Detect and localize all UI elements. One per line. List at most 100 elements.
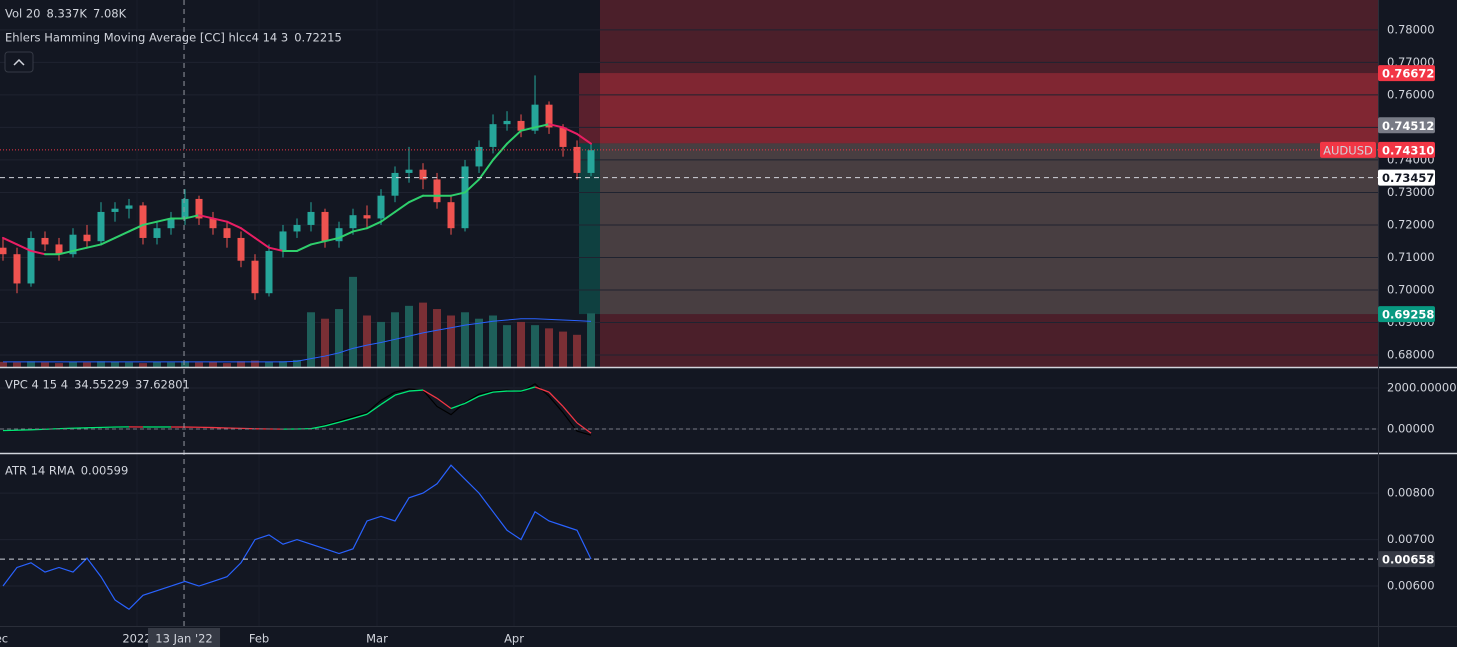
candle-body [139,205,147,238]
ma-segment [324,236,341,243]
ma-segment [310,240,327,246]
signal-segment [352,413,368,419]
crosshair-price-tag-bg [1378,169,1435,186]
y-tick-label: 0.78000 [1387,22,1435,36]
y-tick-label: 0.00600 [1387,579,1435,593]
ma-segment [548,123,565,129]
volume-bar [251,360,260,367]
ma-segment [576,132,593,145]
candle-body [405,169,413,173]
candle-body [167,218,175,229]
ma-segment [71,246,89,252]
signal-segment [450,402,466,410]
volume-bar [545,328,554,367]
volume-bar [26,361,35,367]
symbol-tag-bg [1320,141,1376,158]
volume-bar [195,362,204,367]
entry-tag-bg [1378,117,1435,134]
volume-legend: Vol 20 [5,7,41,21]
candle-body [517,120,525,131]
y-tick-label: 0.71000 [1387,250,1435,264]
volume-bar [83,362,92,367]
ma-legend-value: 0.72215 [294,31,342,45]
ma-segment [184,214,201,220]
stop-tag-bg [1378,65,1435,82]
volume-bar [363,315,372,367]
volume-bar [0,361,7,367]
volume-bar [68,361,77,367]
candle-body [545,104,553,128]
ma-segment [15,243,32,252]
signal-segment [576,422,592,434]
candle-body [55,244,63,255]
candle-body [195,198,203,219]
candle-body [153,228,161,238]
signal-segment [422,389,438,399]
vpc-signal-legend-value: 37.62801 [135,378,190,392]
candle-body [97,211,105,242]
volume-bar [12,362,21,367]
candle-body [209,218,217,229]
candle-body [447,202,455,229]
y-tick-label: 0.68000 [1387,347,1435,361]
volume-bar [461,312,470,367]
stop-zone [578,73,1378,144]
candle-body [41,237,49,245]
signal-segment [408,389,424,392]
ma-segment [226,220,243,230]
candle-body [573,146,581,173]
y-tick-label: 0.00000 [1387,422,1435,436]
volume-bar [587,313,596,367]
vpc-legend-value: 34.55229 [74,378,129,392]
symbol-tag: AUDUSD [1323,143,1373,157]
volume-bar [167,362,176,367]
ma-segment [492,142,509,161]
ma-segment [464,178,481,194]
ma-segment [562,126,579,135]
candle-body [237,237,245,261]
signal-segment [310,425,326,430]
ma-segment [268,246,285,252]
ma-segment [506,129,523,145]
signal-segment [436,397,452,410]
ma-segment [366,220,383,230]
atr-value-tag-bg [1378,551,1435,568]
collapse-button[interactable] [4,51,34,73]
candle-body [335,228,343,242]
ma-segment [352,227,369,233]
candle-body [83,234,91,242]
ma-segment [86,243,103,249]
atr-value-tag: 0.00658 [1382,553,1434,567]
ma-segment [408,194,425,204]
candle-body [461,166,469,229]
signal-segment [520,386,536,392]
candle-body [321,211,329,242]
volume-bar [265,361,274,367]
x-tick-label: Feb [249,632,269,646]
volume-bar [223,363,232,367]
ma-segment [338,230,355,239]
volume-bar [335,309,344,367]
signal-segment [492,390,508,393]
volume-ma-line [2,318,592,363]
candle-body [433,179,441,203]
ma-segment [478,158,495,181]
ma-legend: Ehlers Hamming Moving Average [CC] hlcc4… [5,31,288,45]
candle-body [0,247,7,255]
atr-legend-value: 0.00599 [81,464,129,478]
candle-body [181,198,189,219]
ma-segment [1,236,18,246]
candle-body [475,146,483,167]
candle-body [377,195,385,219]
x-tick-label: 2022 [122,632,151,646]
x-tick-label: Dec [0,632,8,646]
candle-body [363,215,371,219]
stop-tag: 0.76672 [1382,67,1434,81]
signal-segment [324,421,340,427]
candle-body [419,169,427,180]
candle-body [265,250,273,294]
y-tick-label: 0.76000 [1387,87,1435,101]
volume-bar [517,321,526,367]
ma-segment [142,220,159,226]
